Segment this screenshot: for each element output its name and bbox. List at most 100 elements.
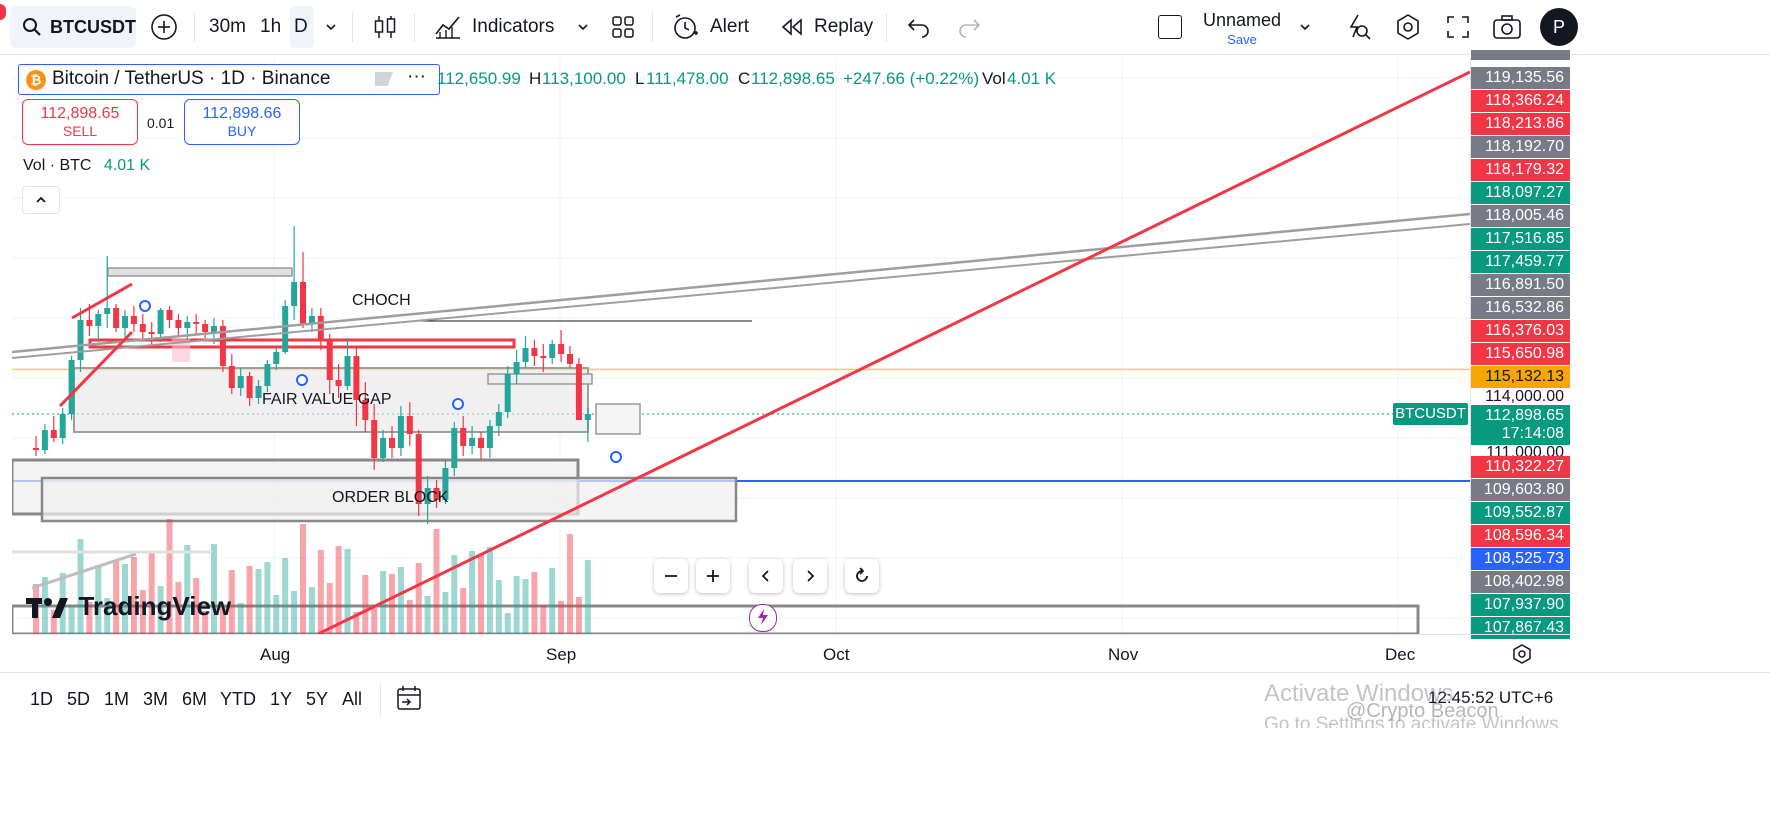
volume-bar: [50, 610, 57, 634]
candle-body: [291, 282, 298, 306]
buy-button[interactable]: 112,898.66 BUY: [184, 99, 300, 145]
candle-body: [371, 420, 378, 458]
clock[interactable]: 12:45:52 UTC+6: [1428, 688, 1554, 707]
candle-body: [33, 448, 39, 450]
grid-icon: [612, 16, 634, 38]
zoom-in-button[interactable]: [696, 559, 730, 593]
volume-bar: [211, 544, 217, 634]
fullscreen-button[interactable]: [1446, 0, 1470, 54]
compare-symbol-button[interactable]: [150, 0, 178, 54]
range-1y[interactable]: 1Y: [270, 689, 293, 709]
candle-body: [122, 316, 128, 328]
range-1m[interactable]: 1M: [104, 689, 130, 709]
sell-button[interactable]: 112,898.65 SELL: [22, 99, 138, 145]
range-5y[interactable]: 5Y: [306, 689, 329, 709]
range-5d[interactable]: 5D: [67, 689, 91, 709]
volume-bar: [255, 569, 262, 634]
ohlc-vol: 4.01 K: [1007, 69, 1057, 88]
range-all[interactable]: All: [342, 689, 363, 709]
chart-pane[interactable]: [12, 58, 1470, 634]
candle-body: [95, 314, 102, 326]
volume-legend[interactable]: Vol · BTC 4.01 K: [23, 157, 150, 175]
reset-chart-button[interactable]: [845, 559, 879, 593]
signal-marker: [139, 300, 151, 312]
zoom-out-button[interactable]: [654, 559, 688, 593]
layout-save-button[interactable]: [1158, 0, 1182, 54]
candle-body: [202, 324, 209, 332]
price-label: 108,525.73: [1471, 548, 1570, 570]
tradingview-logo[interactable]: TradingView: [26, 591, 231, 622]
volume-bar: [202, 611, 209, 634]
range-6m[interactable]: 6M: [182, 689, 208, 709]
interval-d-active-bg: [290, 6, 314, 48]
candle-body: [130, 316, 137, 324]
interval-1h[interactable]: 1h: [260, 0, 281, 54]
volume-bar: [95, 565, 102, 634]
volume-bar: [558, 601, 565, 634]
bitcoin-icon: ₿: [26, 70, 46, 90]
flag-icon[interactable]: [375, 72, 393, 86]
volume-bar: [353, 612, 360, 634]
layouts-button[interactable]: [611, 0, 635, 54]
candle-body: [469, 438, 476, 446]
undo-button[interactable]: [906, 0, 932, 54]
quick-search-button[interactable]: [1344, 0, 1372, 54]
collapse-legend-button[interactable]: [22, 186, 60, 214]
go-to-date-icon[interactable]: [396, 685, 422, 713]
volume-bar: [362, 575, 369, 634]
price-label: 118,005.46: [1471, 205, 1570, 227]
volume-bar: [139, 590, 146, 634]
candle-body: [246, 376, 253, 398]
symbol-legend[interactable]: ₿ Bitcoin / TetherUS · 1D · Binance ···: [18, 64, 440, 95]
range-3m[interactable]: 3M: [143, 689, 169, 709]
range-1d[interactable]: 1D: [30, 689, 54, 709]
symbol-search-button[interactable]: [10, 6, 136, 48]
scroll-right-button[interactable]: [793, 559, 827, 593]
price-label: 118,097.27: [1471, 182, 1570, 204]
scroll-left-button[interactable]: [749, 559, 783, 593]
avatar[interactable]: P: [1540, 8, 1578, 46]
volume-bar: [68, 606, 75, 634]
settings-button[interactable]: [1394, 0, 1422, 54]
legend-more-button[interactable]: ···: [407, 66, 426, 87]
axis-settings-icon[interactable]: [1511, 643, 1533, 665]
chart-canvas[interactable]: [12, 58, 1470, 634]
trendline-red: [317, 70, 1470, 634]
interval-dropdown[interactable]: [324, 0, 338, 54]
interval-30m[interactable]: 30m: [209, 0, 246, 54]
indicators-dropdown[interactable]: [576, 0, 590, 54]
indicators-button[interactable]: Indicators: [434, 0, 554, 54]
snapshot-button[interactable]: [1492, 0, 1522, 54]
alert-button[interactable]: Alert: [672, 0, 749, 54]
replay-button[interactable]: Replay: [780, 0, 873, 54]
svg-text:₿: ₿: [31, 73, 42, 88]
candle-body: [558, 344, 565, 354]
volume-bar: [300, 524, 306, 634]
reset-icon: [856, 567, 868, 582]
candle-body: [522, 348, 529, 362]
volume-bar: [175, 582, 182, 634]
redo-button[interactable]: [956, 0, 982, 54]
chart-type-button[interactable]: [372, 0, 398, 54]
volume-legend-value: 4.01 K: [103, 157, 151, 174]
tradingview-logo-text: TradingView: [78, 591, 232, 621]
lightning-icon: [758, 609, 768, 625]
event-marker[interactable]: [749, 604, 777, 632]
volume-bar: [504, 613, 511, 634]
layout-name[interactable]: Unnamed Save: [1196, 10, 1288, 47]
volume-bar: [575, 597, 582, 634]
range-ytd[interactable]: YTD: [220, 689, 256, 709]
time-axis[interactable]: Aug Sep Oct Nov Dec: [12, 634, 1570, 673]
volume-bar: [549, 568, 556, 634]
volume-bar: [86, 602, 93, 634]
candle-body: [478, 438, 484, 448]
time-label-dec: Dec: [1385, 645, 1416, 664]
interval-d[interactable]: D: [294, 0, 308, 54]
candle-body: [59, 414, 66, 438]
volume-bar: [166, 519, 173, 634]
layout-dropdown[interactable]: [1298, 0, 1312, 54]
symbol-search[interactable]: BTCUSDT: [22, 0, 136, 54]
ohlc-high: 113,100.00: [542, 69, 626, 88]
price-label: 109,603.80: [1471, 479, 1570, 501]
top-toolbar: BTCUSDT 30m 1h D Indicators Alert Replay: [0, 0, 1770, 55]
